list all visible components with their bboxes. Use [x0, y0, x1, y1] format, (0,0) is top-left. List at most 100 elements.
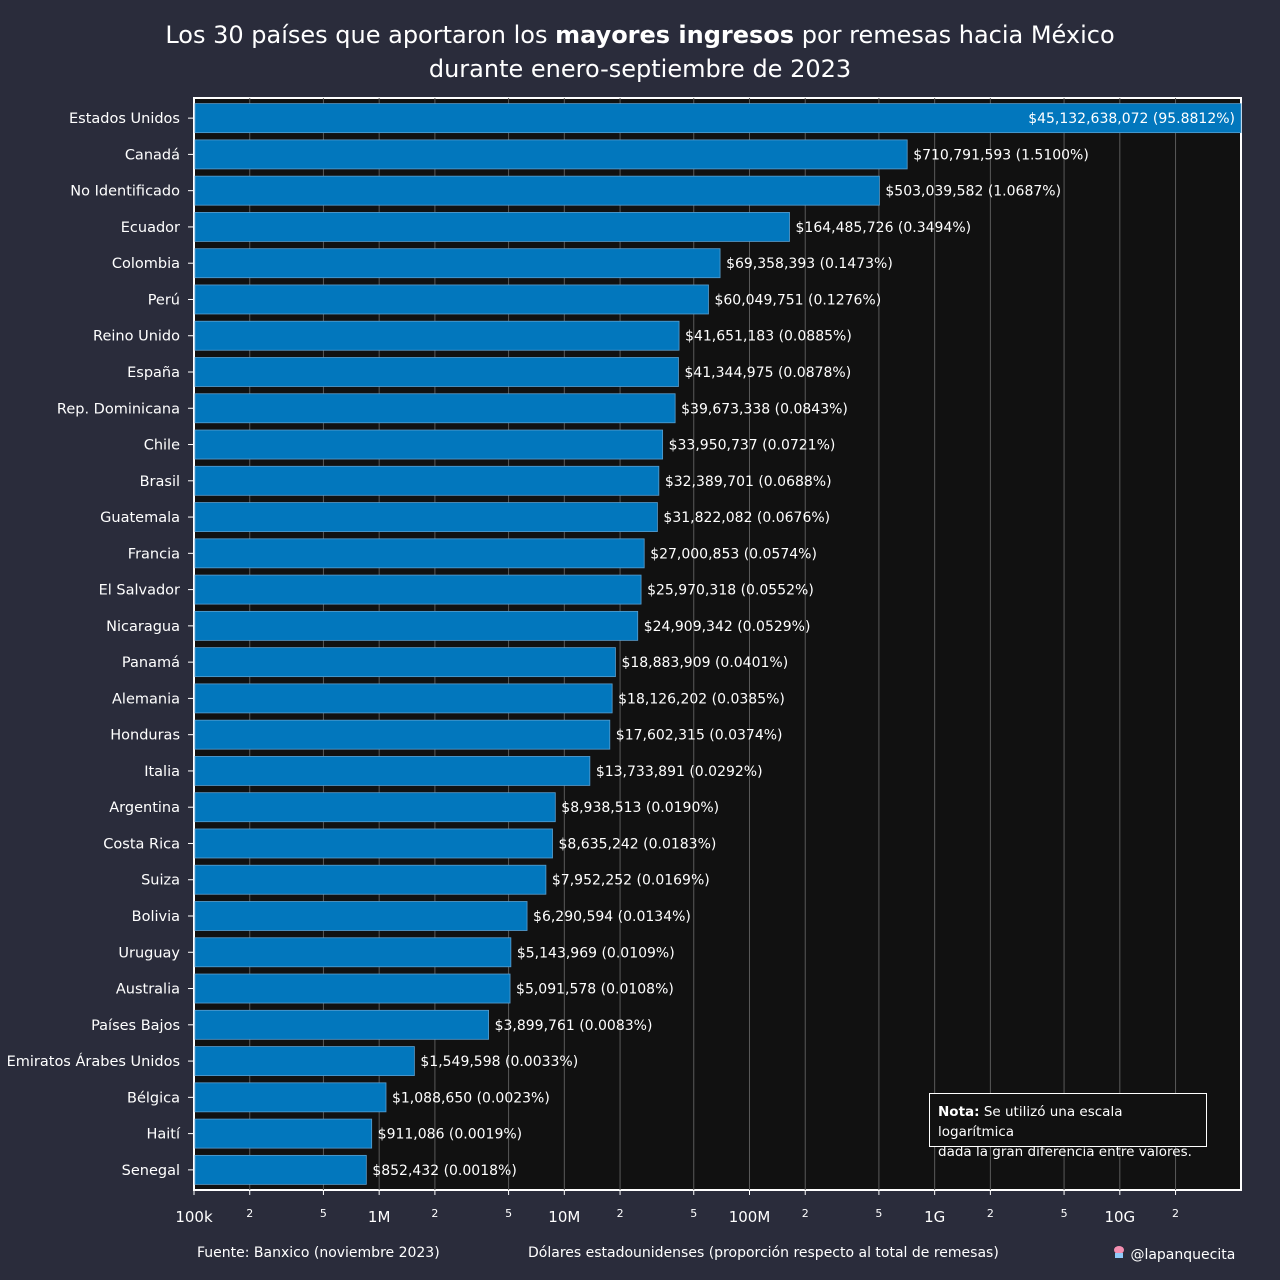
category-label: España [127, 365, 180, 381]
bar [194, 719, 611, 750]
category-label: No Identificado [70, 184, 180, 200]
x-minor-tick-label: 2 [802, 1207, 809, 1220]
bar [194, 973, 511, 1004]
x-minor-tick-label: 2 [1172, 1207, 1179, 1220]
bar [194, 357, 679, 387]
bar [194, 1082, 387, 1113]
bar [194, 139, 908, 170]
grid-lines [249, 98, 1177, 1190]
credit-handle: @lapanquecita [1130, 1247, 1236, 1263]
x-minor-tick-label: 5 [875, 1207, 882, 1220]
category-label: Australia [116, 982, 180, 998]
category-label: Bolivia [132, 909, 180, 925]
category-label: Bélgica [127, 1090, 180, 1106]
x-minor-tick-label: 5 [505, 1207, 512, 1220]
category-label: Estados Unidos [69, 111, 180, 127]
title-bold: mayores ingresos [555, 21, 795, 49]
note-box: Nota: Se utilizó una escala logarítmica … [929, 1093, 1207, 1160]
bar [194, 103, 1242, 134]
note-line-2: dada la gran diferencia entre valores. [938, 1144, 1192, 1160]
category-label: Alemania [112, 691, 180, 707]
bar-value-label: $5,091,578 (0.0108%) [516, 982, 674, 998]
bar-value-label: $503,039,582 (1.0687%) [885, 184, 1061, 200]
x-minor-tick-label: 5 [690, 1207, 697, 1220]
bar-value-label: $6,290,594 (0.0134%) [533, 909, 691, 925]
bar-value-label: $45,132,638,072 (95.8812%) [1028, 111, 1235, 127]
x-minor-tick-label: 2 [617, 1207, 624, 1220]
x-tick-label: 1G [924, 1208, 945, 1226]
x-tick-label: 10G [1104, 1208, 1135, 1226]
bar [194, 901, 528, 931]
category-label: Argentina [109, 800, 180, 816]
category-label: Costa Rica [103, 836, 180, 852]
chart-title: Los 30 países que aportaron los mayores … [0, 18, 1280, 86]
bar-value-label: $1,549,598 (0.0033%) [420, 1054, 578, 1070]
bar-value-label: $41,651,183 (0.0885%) [685, 329, 852, 345]
bar-value-label: $13,733,891 (0.0292%) [596, 764, 763, 780]
bar-value-label: $5,143,969 (0.0109%) [517, 945, 675, 961]
bar-value-label: $32,389,701 (0.0688%) [665, 474, 832, 490]
note-line-1: Nota: Se utilizó una escala logarítmica [938, 1102, 1198, 1142]
bar-value-label: $24,909,342 (0.0529%) [644, 619, 811, 635]
bar-value-label: $39,673,338 (0.0843%) [681, 401, 848, 417]
bar-value-label: $1,088,650 (0.0023%) [392, 1090, 550, 1106]
category-label: Chile [144, 438, 180, 454]
bar-value-label: $164,485,726 (0.3494%) [796, 220, 972, 236]
plot-frame [193, 97, 1242, 1191]
bar-value-label: $17,602,315 (0.0374%) [616, 728, 783, 744]
category-label: Países Bajos [91, 1018, 180, 1034]
category-label: Nicaragua [106, 619, 180, 635]
bar [194, 538, 645, 569]
bar [194, 1154, 367, 1185]
title-part-2: por remesas hacia México [794, 21, 1115, 49]
bar [194, 284, 709, 315]
bar-value-label: $33,950,737 (0.0721%) [669, 438, 836, 454]
category-label: Francia [128, 546, 180, 562]
bar [194, 574, 642, 605]
bar-value-label: $8,635,242 (0.0183%) [559, 836, 717, 852]
bar [194, 1118, 373, 1149]
category-labels: Estados Unidos Canadá No Identificado Ecuad… [7, 111, 194, 1179]
category-label: Guatemala [100, 510, 180, 526]
bar [194, 828, 553, 859]
category-label: Italia [144, 764, 180, 780]
cupcake-icon [1112, 1245, 1126, 1263]
note-text: Se utilizó una escala logarítmica [938, 1104, 1123, 1140]
x-tick-label: 10M [548, 1208, 580, 1226]
x-tick-label: 100M [729, 1208, 771, 1226]
category-label: Canadá [125, 147, 180, 163]
bar-value-label: $27,000,853 (0.0574%) [650, 546, 817, 562]
category-label: Honduras [110, 728, 180, 744]
bar [194, 610, 639, 641]
category-label: Uruguay [118, 945, 180, 961]
category-label: Ecuador [121, 220, 180, 236]
bar [194, 683, 613, 714]
bar [194, 465, 660, 496]
bar [194, 1009, 490, 1040]
x-axis-ticks: 100k 1M 10M 100M 1G 10G 2 5 2 5 2 5 2 5 2 5 2 [175, 1190, 1179, 1226]
bar [194, 864, 547, 895]
bar-value-label: $852,432 (0.0018%) [372, 1163, 516, 1179]
x-tick-label: 1M [368, 1208, 391, 1226]
source-text: Fuente: Banxico (noviembre 2023) [197, 1245, 440, 1261]
x-minor-tick-label: 2 [246, 1207, 253, 1220]
category-label: El Salvador [99, 583, 180, 599]
x-minor-tick-label: 2 [987, 1207, 994, 1220]
bar-value-label: $31,822,082 (0.0676%) [663, 510, 830, 526]
category-label: Rep. Dominicana [57, 401, 180, 417]
bar-value-label: $41,344,975 (0.0878%) [684, 365, 851, 381]
bar [194, 429, 664, 460]
x-minor-tick-label: 2 [431, 1207, 438, 1220]
bar [194, 248, 721, 279]
bar-value-label: $18,883,909 (0.0401%) [621, 655, 788, 671]
note-bold: Nota: [938, 1104, 980, 1120]
bar-value-label: $69,358,393 (0.1473%) [726, 256, 893, 272]
category-label: Perú [148, 292, 180, 308]
bar [194, 502, 658, 532]
x-minor-tick-label: 5 [1061, 1207, 1068, 1220]
category-label: Suiza [141, 873, 180, 889]
bar-value-label: $60,049,751 (0.1276%) [714, 292, 881, 308]
bar-value-label: $25,970,318 (0.0552%) [647, 583, 814, 599]
bar [194, 320, 680, 351]
